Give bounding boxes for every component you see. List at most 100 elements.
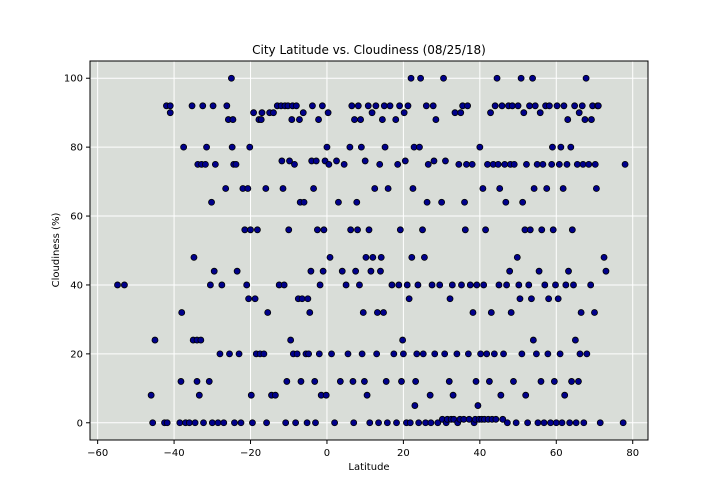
data-point (552, 419, 560, 427)
data-point (413, 350, 421, 358)
data-point (344, 350, 352, 358)
data-point (319, 267, 327, 275)
data-point (559, 185, 567, 192)
data-point (237, 419, 245, 427)
data-point (466, 281, 474, 289)
data-point (262, 185, 270, 192)
data-point (453, 350, 461, 358)
data-point (151, 336, 159, 344)
data-point (349, 378, 357, 385)
data-point (299, 109, 307, 117)
data-point (220, 419, 228, 427)
data-point (278, 157, 286, 165)
data-point (303, 419, 311, 427)
data-point (392, 116, 400, 123)
data-point (520, 109, 528, 117)
data-point (492, 415, 500, 423)
data-point (393, 419, 400, 427)
data-point (562, 281, 570, 289)
data-point (564, 116, 572, 123)
data-point (363, 391, 371, 399)
data-point (522, 391, 530, 399)
data-point (340, 160, 348, 168)
data-point (386, 102, 394, 110)
data-point (457, 109, 465, 117)
data-point (199, 102, 207, 110)
data-point (365, 226, 373, 234)
data-point (322, 391, 330, 399)
data-point (602, 267, 610, 275)
data-point (556, 350, 564, 358)
data-point (519, 198, 527, 206)
data-point (499, 415, 507, 423)
data-point (517, 74, 525, 82)
data-point (315, 116, 322, 123)
data-point (403, 281, 411, 289)
data-point (431, 350, 439, 358)
data-point (304, 295, 312, 303)
data-point (578, 102, 586, 110)
data-point (203, 143, 210, 151)
data-point (491, 102, 499, 110)
data-point (318, 102, 326, 110)
data-point (448, 281, 456, 289)
data-point (477, 350, 485, 358)
data-point (351, 116, 358, 123)
y-tick-label: 0 (77, 418, 83, 429)
data-point (414, 281, 422, 289)
data-point (381, 143, 389, 151)
data-point (591, 309, 598, 316)
data-point (581, 116, 589, 123)
x-tick-label: −20 (240, 448, 261, 459)
data-point (419, 350, 427, 358)
data-point (600, 253, 608, 261)
data-point (490, 350, 498, 358)
data-point (326, 253, 334, 261)
data-point (423, 198, 431, 206)
data-point (205, 378, 213, 385)
data-point (442, 157, 449, 165)
data-point (547, 419, 554, 427)
data-point (208, 198, 215, 206)
data-point (222, 185, 230, 192)
data-point (377, 267, 384, 275)
data-point (526, 102, 533, 110)
data-point (557, 143, 565, 151)
data-point (218, 281, 226, 289)
data-point (596, 419, 604, 427)
data-point (461, 226, 469, 234)
data-point (422, 102, 430, 110)
data-point (191, 419, 199, 427)
data-point (508, 102, 516, 110)
data-point (297, 378, 305, 385)
data-point (311, 378, 319, 385)
plot-area (89, 60, 649, 441)
data-point (335, 198, 342, 206)
data-point (372, 102, 380, 110)
data-point (495, 281, 503, 289)
data-point (500, 350, 507, 358)
data-point (545, 295, 553, 303)
data-point (464, 102, 472, 110)
data-point (461, 198, 468, 206)
data-point (371, 185, 379, 192)
data-point (587, 281, 595, 289)
data-point (566, 419, 574, 427)
data-point (468, 160, 476, 168)
data-point (315, 350, 323, 358)
data-point (533, 350, 540, 358)
data-point (485, 378, 493, 385)
data-point (361, 378, 368, 385)
data-point (426, 391, 434, 399)
data-point (390, 350, 398, 358)
data-point (293, 350, 301, 358)
data-point (507, 309, 515, 316)
data-point (515, 281, 523, 289)
data-point (195, 391, 203, 399)
data-point (585, 160, 593, 168)
data-point (200, 419, 207, 427)
data-point (531, 102, 539, 110)
data-point (358, 350, 366, 358)
data-point (350, 419, 358, 427)
data-point (493, 74, 501, 82)
